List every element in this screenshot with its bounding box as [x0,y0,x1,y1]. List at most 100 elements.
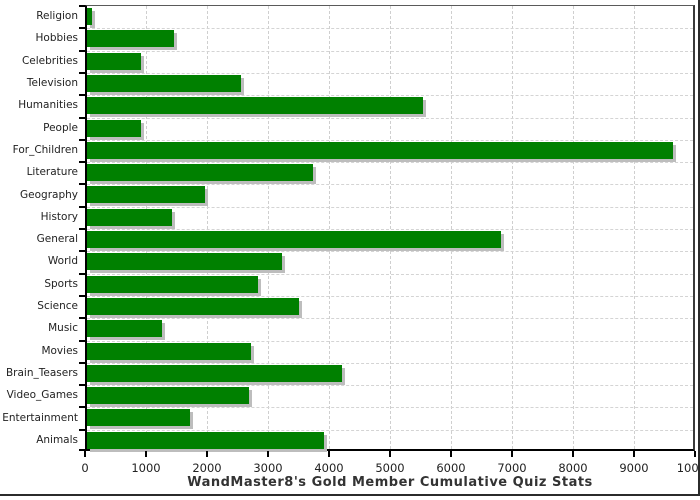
bar-science [87,297,299,315]
gridline-row-8 [87,184,693,185]
y-label-video-games: Video_Games [6,389,78,402]
bar-geography [87,186,205,204]
bar-hobbies [87,30,174,48]
y-label-brain-teasers: Brain_Teasers [5,366,78,379]
y-label-geography: Geography [20,188,78,201]
frame-right-border [698,0,700,496]
bar-people [87,119,142,137]
y-label-hobbies: Hobbies [35,32,79,45]
gridline-x-4000 [329,6,330,449]
bar-video-games [87,387,249,405]
y-label-celebrities: Celebrities [21,54,78,67]
gridline-row-19 [87,430,693,431]
y-label-animals: Animals [36,433,78,446]
y-label-entertainment: Entertainment [2,411,78,424]
gridline-row-15 [87,341,693,342]
gridline-row-14 [87,318,693,319]
bar-animals [87,431,324,449]
y-tick-8 [79,183,85,186]
x-tick-4000 [328,451,330,457]
x-tick-label-5000: 5000 [375,461,405,475]
x-tick-1000 [145,451,147,457]
y-label-religion: Religion [36,10,78,23]
y-label-television: Television [26,77,78,90]
gridline-row-9 [87,207,693,208]
gridline-row-3 [87,73,693,74]
gridline-row-12 [87,274,693,275]
y-tick-2 [79,49,85,52]
gridline-row-11 [87,251,693,252]
gridline-row-4 [87,95,693,96]
x-tick-9000 [633,451,635,457]
x-tick-label-8000: 8000 [558,461,588,475]
chart-title: WandMaster8's Gold Member Cumulative Qui… [187,475,593,490]
gridline-row-17 [87,385,693,386]
gridline-x-5000 [390,6,391,449]
x-tick-0 [84,451,86,457]
y-tick-14 [79,317,85,320]
gridline-row-1 [87,28,693,29]
gridline-x-9000 [634,6,635,449]
y-label-science: Science [37,300,78,313]
x-tick-label-4000: 4000 [314,461,344,475]
gridline-x-1000 [146,6,147,449]
x-tick-label-3000: 3000 [253,461,283,475]
y-label-for-children: For_Children [12,143,78,156]
x-tick-8000 [572,451,574,457]
y-label-music: Music [48,322,78,335]
y-tick-17 [79,384,85,387]
y-tick-16 [79,361,85,364]
x-tick-label-2000: 2000 [192,461,222,475]
gridline-row-7 [87,162,693,163]
bar-sports [87,275,258,293]
y-label-humanities: Humanities [18,99,78,112]
y-tick-0 [79,5,85,7]
bar-music [87,320,163,338]
bar-religion [87,8,93,25]
y-tick-18 [79,406,85,409]
bar-brain-teasers [87,364,342,382]
bar-general [87,231,501,248]
y-label-general: General [36,233,78,246]
gridline-row-6 [87,140,693,141]
y-tick-7 [79,161,85,164]
y-tick-20 [79,449,85,451]
y-tick-1 [79,27,85,30]
y-label-sports: Sports [44,277,78,290]
gridline-x-8000 [573,6,574,449]
gridline-row-13 [87,296,693,297]
gridline-row-16 [87,363,693,364]
gridline-row-5 [87,118,693,119]
plot-area [85,5,695,451]
y-tick-11 [79,250,85,253]
x-tick-label-9000: 9000 [619,461,649,475]
x-tick-2000 [206,451,208,457]
x-tick-5000 [389,451,391,457]
y-tick-9 [79,205,85,208]
x-tick-10000 [694,451,696,457]
y-label-people: People [43,121,78,134]
bar-movies [87,342,252,360]
bar-literature [87,164,313,182]
x-tick-7000 [511,451,513,457]
x-tick-label-10000: 10000 [676,461,700,475]
bar-world [87,253,283,271]
bar-humanities [87,97,424,115]
bar-entertainment [87,409,191,427]
y-tick-5 [79,116,85,119]
y-tick-19 [79,428,85,431]
y-label-literature: Literature [26,166,78,179]
frame-bottom-border [0,494,700,496]
x-tick-label-6000: 6000 [436,461,466,475]
gridline-row-18 [87,407,693,408]
bar-history [87,208,172,226]
bar-celebrities [87,52,141,70]
gridline-x-3000 [268,6,269,449]
gridline-row-2 [87,51,693,52]
x-tick-label-1000: 1000 [131,461,161,475]
x-tick-label-7000: 7000 [497,461,527,475]
y-tick-4 [79,94,85,97]
y-tick-13 [79,294,85,297]
bar-for-children [87,141,674,159]
